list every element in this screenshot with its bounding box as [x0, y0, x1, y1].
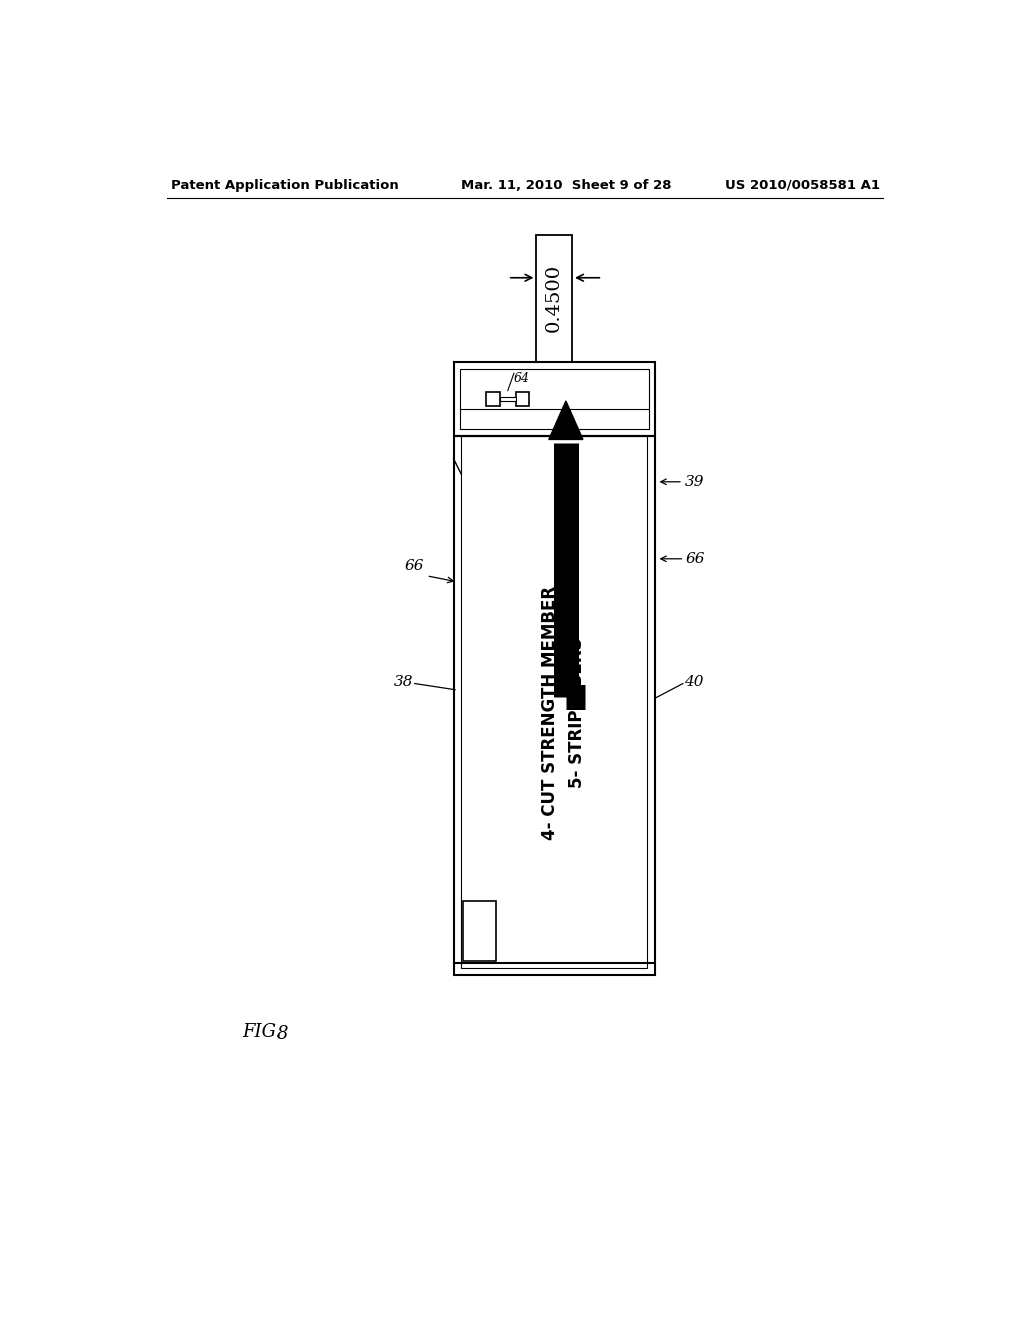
Polygon shape	[549, 401, 583, 440]
Bar	[454, 436, 655, 974]
Bar	[537, 235, 572, 363]
Text: 5- STRIP FIBERS: 5- STRIP FIBERS	[568, 638, 587, 788]
Text: 66: 66	[406, 560, 425, 573]
Bar	[461, 436, 647, 969]
Bar	[515, 392, 529, 407]
Bar	[463, 902, 496, 961]
Text: 38: 38	[393, 675, 413, 689]
Bar	[486, 392, 500, 407]
Text: Patent Application Publication: Patent Application Publication	[171, 178, 398, 191]
Text: 0.4500: 0.4500	[545, 264, 563, 331]
Text: FIG.: FIG.	[243, 1023, 282, 1041]
Bar	[454, 363, 655, 436]
Bar	[460, 368, 649, 429]
Text: 66: 66	[686, 552, 706, 566]
Text: Mar. 11, 2010  Sheet 9 of 28: Mar. 11, 2010 Sheet 9 of 28	[461, 178, 672, 191]
Text: 4- CUT STRENGTH MEMBER: 4- CUT STRENGTH MEMBER	[542, 586, 559, 840]
Text: 64: 64	[513, 372, 529, 384]
Text: 39: 39	[684, 475, 703, 488]
Text: 40: 40	[684, 675, 703, 689]
Text: US 2010/0058581 A1: US 2010/0058581 A1	[725, 178, 880, 191]
Bar	[500, 397, 515, 401]
Text: 8: 8	[276, 1024, 289, 1043]
